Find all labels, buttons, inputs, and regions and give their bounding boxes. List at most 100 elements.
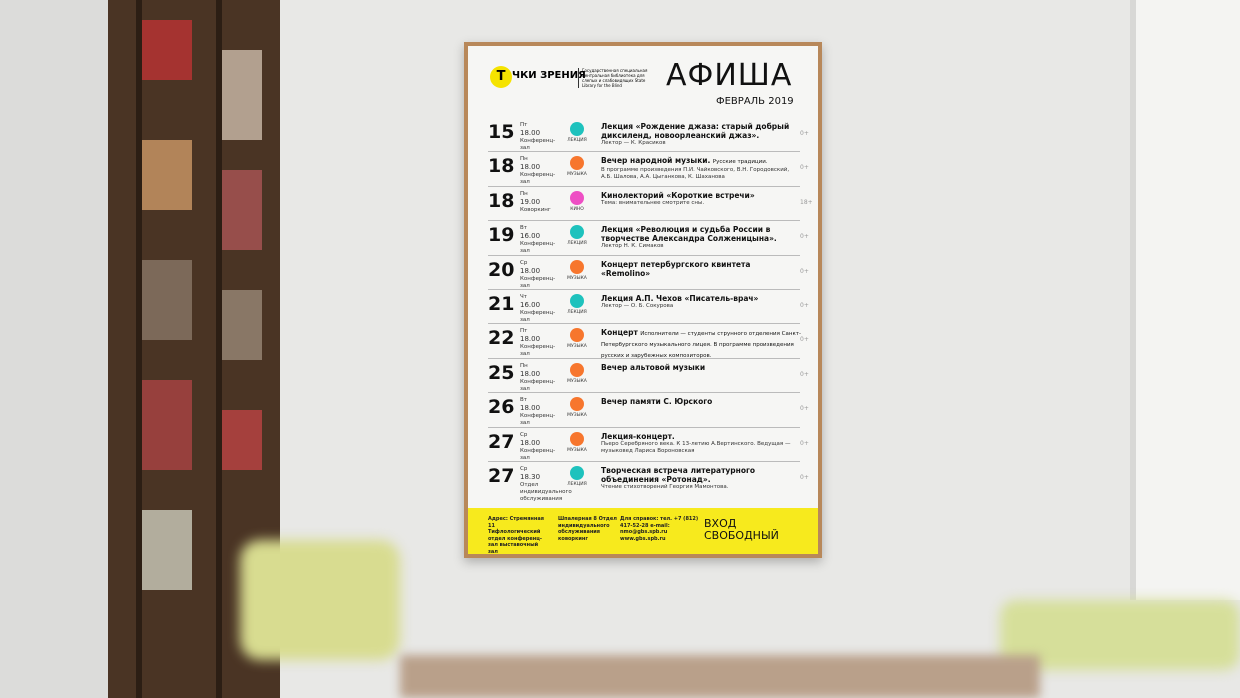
category-label: МУЗЫКА <box>567 378 587 384</box>
event-time: 18.00 <box>520 129 541 137</box>
age-rating: 0+ <box>800 267 809 275</box>
bookshelf <box>108 0 280 698</box>
event-weekday: Вт <box>520 397 527 404</box>
poster-sheet: Т ЧКИ ЗРЕНИЯ Государственная специальная… <box>468 46 818 554</box>
event-title: Вечер альтовой музыки <box>601 363 801 372</box>
age-rating: 0+ <box>800 302 809 309</box>
event-time: 18.00 <box>520 335 541 344</box>
free-entry: ВХОД СВОБОДНЫЙ <box>704 517 779 542</box>
event-name: Творческая встреча литературного объедин… <box>601 466 756 484</box>
event-place: Конференц-зал <box>520 378 556 392</box>
event-day: 20 <box>488 258 515 281</box>
event-time: 16.00 <box>520 232 541 241</box>
event-name: Вечер памяти С. Юрского <box>601 397 713 407</box>
category-label: МУЗЫКА <box>567 413 587 419</box>
event-weekday: Ср <box>520 466 528 472</box>
event-place: Конференц-зал <box>520 413 556 427</box>
category-label: ЛЕКЦИЯ <box>567 482 587 487</box>
event-name: Кинолекторий «Короткие встречи» <box>601 190 755 200</box>
event-time: 18.00 <box>520 369 541 378</box>
footer <box>468 508 818 554</box>
row-separator <box>488 323 800 325</box>
address: Адрес: Стремянная 11 Тифлологический отд… <box>488 516 544 554</box>
event-title: Лекция А.П. Чехов «Писатель-врач» Лектор … <box>601 294 801 310</box>
event-name: Концерт <box>601 328 638 338</box>
event-meta: Ср 18.00 Конференц-зал <box>520 260 564 290</box>
row-separator <box>488 461 800 462</box>
event-meta: Пн 18.00 Конференц-зал <box>520 363 564 393</box>
row-separator <box>488 254 800 256</box>
event-place: Конференц-зал <box>520 447 556 461</box>
event-details: Лектор — К. Красиков <box>601 140 666 146</box>
logo-mark: Т <box>490 66 512 88</box>
category-dot <box>570 466 584 480</box>
age-rating: 0+ <box>800 370 809 378</box>
category-dot <box>570 294 584 308</box>
library-name: Государственная специальная центральная … <box>578 68 660 88</box>
event-title: Лекция «Рождение джаза: старый добрый ди… <box>601 122 801 147</box>
age-rating: 0+ <box>800 130 809 137</box>
age-rating: 0+ <box>800 164 809 172</box>
event-note: Исполнители — студенты струнного отделен… <box>601 331 801 360</box>
event-weekday: Пн <box>520 156 528 163</box>
row-separator <box>488 289 800 290</box>
category-label: МУЗЫКА <box>567 172 587 178</box>
event-details: Чтение стихотворений Георгия Мамонтова. <box>601 484 729 490</box>
window <box>1130 0 1240 600</box>
wall-left <box>0 0 110 698</box>
category-dot <box>570 259 584 274</box>
event-time: 18.00 <box>520 163 541 172</box>
category-dot <box>570 328 584 343</box>
event-name: Лекция «Революция и судьба России в твор… <box>601 225 777 244</box>
event-place: Конференц-зал <box>520 344 556 358</box>
event-day: 15 <box>488 121 515 143</box>
event-place: Конференц-зал <box>520 241 556 255</box>
category-dot <box>570 190 584 205</box>
row-separator <box>488 220 800 222</box>
event-title: Творческая встреча литературного объедин… <box>601 466 801 491</box>
event-time: 19.00 <box>520 197 541 206</box>
event-weekday: Чт <box>520 294 527 300</box>
event-title: Лекция-концерт. Пьеро Серебряного века. К… <box>601 432 801 455</box>
event-details: Лектор — О. Б. Сокурова <box>601 303 674 309</box>
event-day: 19 <box>488 224 515 247</box>
event-name: Лекция А.П. Чехов «Писатель-врач» <box>601 294 759 303</box>
category-dot <box>570 397 584 412</box>
event-meta: Пт 18.00 Конференц-зал <box>520 122 564 152</box>
category-dot <box>570 362 584 377</box>
category-label: ЛЕКЦИЯ <box>567 138 587 143</box>
chair <box>240 540 400 660</box>
row-separator <box>488 151 800 153</box>
category-label: МУЗЫКА <box>567 344 587 350</box>
event-time: 18.00 <box>520 404 541 413</box>
event-day: 25 <box>488 361 515 384</box>
row-separator <box>488 392 800 394</box>
event-time: 18.30 <box>520 473 541 481</box>
event-title: Лекция «Революция и судьба России в твор… <box>601 225 801 250</box>
category-dot <box>570 156 584 171</box>
event-meta: Вт 16.00 Конференц-зал <box>520 225 564 255</box>
poster: Т ЧКИ ЗРЕНИЯ Государственная специальная… <box>464 42 822 558</box>
category-dot <box>570 225 584 240</box>
event-meta: Ср 18.00 Конференц-зал <box>520 432 564 462</box>
event-title: Кинолекторий «Короткие встречи» Тема: вни… <box>601 191 801 207</box>
category-label: МУЗЫКА <box>567 275 587 281</box>
event-meta: Пт 18.00 Конференц-зал <box>520 328 564 358</box>
event-meta: Вт 18.00 Конференц-зал <box>520 397 564 427</box>
event-details: Тема: внимательнее смотрите сны. <box>601 199 705 206</box>
event-meta: Чт 16.00 Конференц-зал <box>520 294 564 324</box>
event-details: В программе произведения П.И. Чайковског… <box>601 167 790 181</box>
event-title: Вечер народной музыки. Русские традиции.… <box>601 156 801 181</box>
event-title: Концерт петербургского квинтета «Remolin… <box>601 260 801 278</box>
event-title: Вечер памяти С. Юрского <box>601 397 801 406</box>
event-name: Вечер альтовой музыки <box>601 362 706 372</box>
address: Шпалерная 8 Отдел индивидуального обслуж… <box>558 516 617 542</box>
category-dot <box>570 431 584 446</box>
event-day: 22 <box>488 327 515 350</box>
event-day: 27 <box>488 465 515 487</box>
event-weekday: Пн <box>520 190 528 197</box>
event-day: 18 <box>488 155 515 178</box>
event-meta: Пн 19.00 Коворкинг <box>520 191 564 214</box>
contacts: Для справок: тел. +7 (812) 417-52-28 e-m… <box>620 516 699 542</box>
